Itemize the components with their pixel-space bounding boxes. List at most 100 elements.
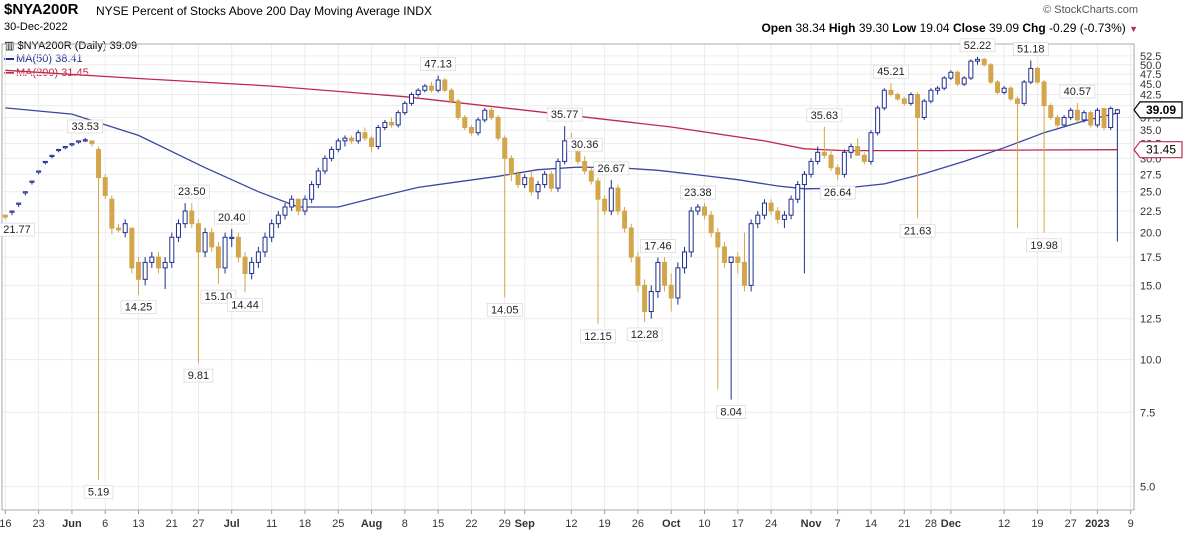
candle-body <box>655 261 661 293</box>
candle-body <box>1061 116 1067 126</box>
x-tick-label: 9 <box>1128 518 1134 530</box>
y-tick-label: 10.0 <box>1140 355 1161 367</box>
x-tick-label: 6 <box>102 518 108 530</box>
candle-body <box>209 232 215 248</box>
description-text: NYSE Percent of Stocks Above 200 Day Mov… <box>96 4 400 18</box>
candle-body <box>728 256 734 263</box>
x-tick-label: 22 <box>465 518 477 530</box>
candle-body <box>322 157 328 172</box>
candle-body <box>82 139 88 142</box>
candle-body <box>62 146 68 149</box>
candle-body <box>994 81 1000 93</box>
open-label: Open <box>761 21 793 35</box>
annotation-label: 12.28 <box>631 329 659 341</box>
y-tick-label: 27.5 <box>1140 169 1161 181</box>
candle-body <box>708 214 714 234</box>
candle-body <box>622 210 628 229</box>
candle-body <box>255 251 261 263</box>
candle-body <box>528 177 534 193</box>
candle-body <box>1048 105 1054 118</box>
last-price-tag-box <box>1133 101 1183 119</box>
candle-body <box>89 140 95 145</box>
ma200-swatch-icon <box>4 72 14 75</box>
candle-body <box>289 198 295 208</box>
candle-body <box>29 180 35 183</box>
candle-body <box>1068 109 1074 118</box>
x-tick-label: 17 <box>732 518 744 530</box>
annotation-box <box>546 107 583 122</box>
annotation-box <box>213 210 250 225</box>
candle-body <box>582 160 588 172</box>
candle-body <box>428 85 434 91</box>
y-tick-label: 5.0 <box>1140 482 1155 494</box>
x-tick-label: Aug <box>361 518 382 530</box>
annotation-label: 47.13 <box>424 59 452 71</box>
candle-body <box>955 71 961 85</box>
candle-body <box>122 223 128 234</box>
candle-body <box>1021 81 1027 104</box>
candle-body <box>735 256 741 263</box>
annotation-label: 9.81 <box>188 370 209 382</box>
ma200-value-tag-box <box>1133 141 1183 159</box>
candle-body <box>69 143 75 146</box>
x-tick-label: 15 <box>432 518 444 530</box>
candle-body <box>96 148 102 179</box>
annotation-label: 23.50 <box>178 186 206 198</box>
candle-body <box>235 236 241 258</box>
x-tick-label: 12 <box>998 518 1010 530</box>
legend-price: ▥ $NYA200R (Daily) 39.09 <box>4 39 137 52</box>
annotation-box <box>580 329 616 344</box>
candle-body <box>915 94 921 118</box>
candle-body <box>109 198 115 229</box>
candle-body <box>295 198 301 212</box>
candle-body <box>315 170 321 186</box>
x-tick-label: Nov <box>801 518 823 530</box>
candle-body <box>642 284 648 313</box>
candle-body <box>1108 107 1114 129</box>
candle-body <box>721 246 727 263</box>
triangle-down-icon: ▼ <box>1129 24 1138 34</box>
x-tick-label: 21 <box>166 518 178 530</box>
annotation-box <box>0 222 35 237</box>
candle-body <box>908 94 914 104</box>
candle-body <box>961 77 967 85</box>
x-tick-label: 19 <box>598 518 610 530</box>
x-tick-label: 27 <box>1065 518 1077 530</box>
x-tick-label: 8 <box>402 518 408 530</box>
annotation-label: 35.77 <box>551 109 579 121</box>
candle-body <box>1008 87 1014 100</box>
candle-body <box>595 180 601 200</box>
candle-body <box>375 127 381 148</box>
candle-body <box>42 160 48 164</box>
y-tick-label: 15.0 <box>1140 280 1161 292</box>
candle-body <box>1028 67 1034 83</box>
annotation-label: 45.21 <box>877 66 905 78</box>
candle-body <box>948 71 954 79</box>
ohlc-readout: Open 38.34 High 39.30 Low 19.04 Close 39… <box>761 21 1138 35</box>
candle-body <box>468 127 474 134</box>
candle-icon: ▥ <box>4 40 15 52</box>
candle-body <box>555 160 561 189</box>
y-tick-label: 35.0 <box>1140 125 1161 137</box>
annotation-label: 5.19 <box>88 487 109 499</box>
candle-body <box>149 256 155 263</box>
annotation-box <box>227 297 263 312</box>
x-tick-label: 2023 <box>1085 518 1109 530</box>
high-value: 39.30 <box>858 21 889 35</box>
annotation-box <box>593 161 630 176</box>
candle-body <box>1094 109 1100 126</box>
candle-body <box>888 89 894 96</box>
x-tick-label: 12 <box>565 518 577 530</box>
annotation-box <box>486 303 523 317</box>
y-tick-label: 25.0 <box>1140 187 1161 199</box>
annotation-label: 20.40 <box>218 212 246 224</box>
annotation-label: 30.36 <box>571 139 599 151</box>
candle-body <box>355 132 361 142</box>
x-tick-label: Dec <box>941 518 961 530</box>
annotation-label: 14.25 <box>125 302 153 314</box>
candle-body <box>155 256 161 269</box>
candle-body <box>282 206 288 216</box>
candle-body <box>835 167 841 175</box>
candle-body <box>1088 112 1094 126</box>
